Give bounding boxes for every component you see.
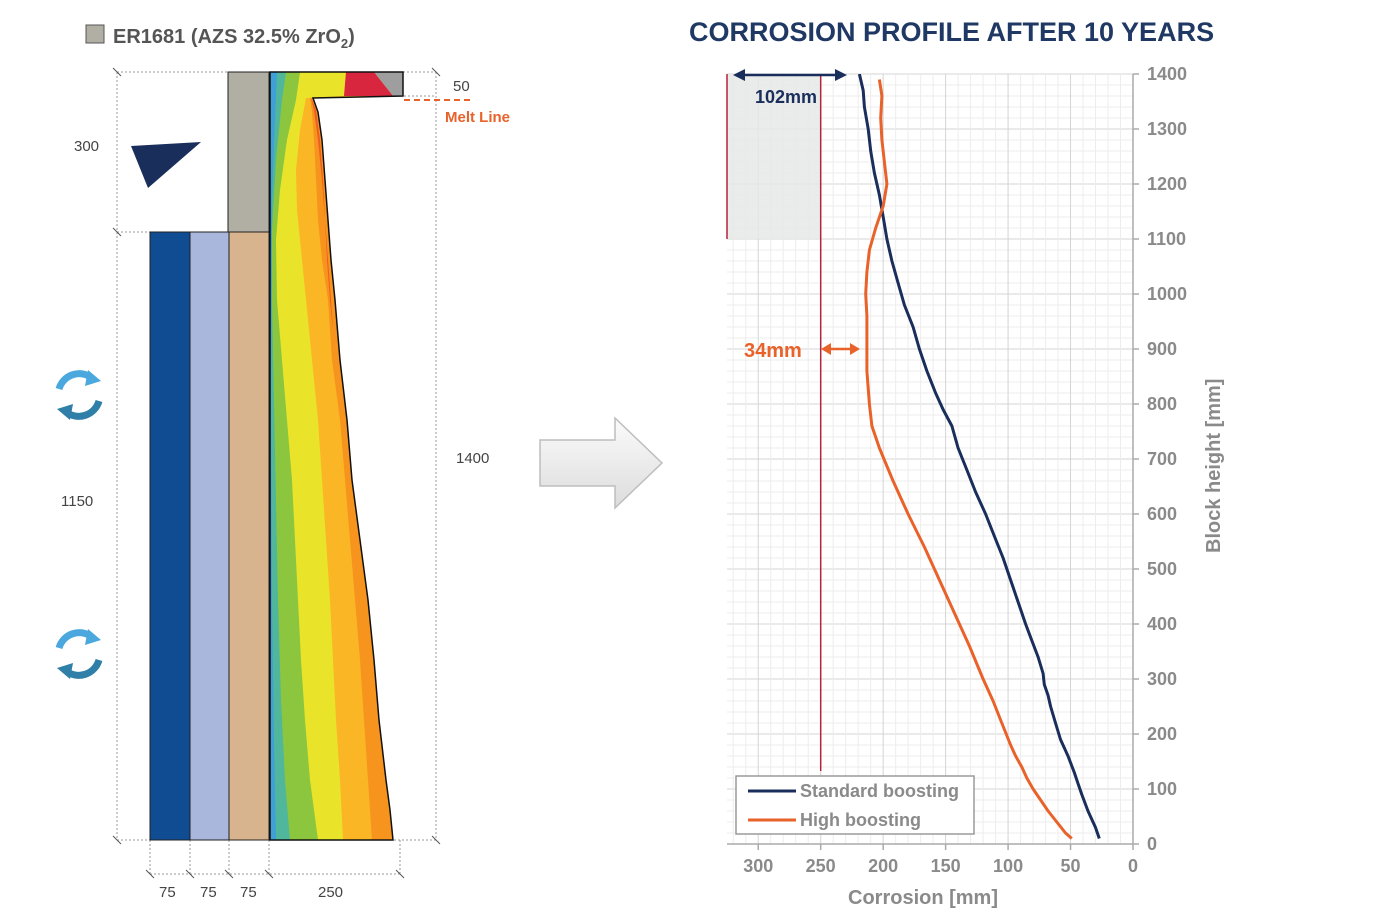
y-tick-label: 1400 (1147, 64, 1187, 84)
right-arrow-icon (539, 416, 664, 510)
legend-label: ER1681 (AZS 32.5% ZrO2) (113, 26, 355, 51)
legend-label-high-boosting: High boosting (800, 810, 921, 830)
y-tick-label: 600 (1147, 504, 1177, 524)
x-tick-label: 200 (868, 856, 898, 876)
y-tick-label: 900 (1147, 339, 1177, 359)
x-axis-title: Corrosion [mm] (848, 887, 998, 909)
x-tick-label: 150 (931, 856, 961, 876)
layer-2 (189, 231, 230, 841)
gap-bottom-label: 34mm (744, 340, 802, 362)
x-tick-label: 0 (1128, 856, 1138, 876)
chart-title: CORROSION PROFILE AFTER 10 YEARS (689, 17, 1214, 47)
y-tick-label: 1000 (1147, 284, 1187, 304)
layer-1 (149, 231, 191, 841)
x-tick-label: 300 (743, 856, 773, 876)
dim-50-label: 50 (453, 78, 470, 95)
series-line-standard-boosting (857, 74, 1101, 839)
y-tick-label: 1300 (1147, 119, 1187, 139)
melt-line-label: Melt Line (445, 109, 510, 126)
y-tick-label: 500 (1147, 559, 1177, 579)
y-axis-title: Block height [mm] (1203, 379, 1225, 553)
gap-top-annotation: 102mm (733, 69, 847, 107)
gap-bottom-annotation: 34mm (744, 340, 860, 362)
y-tick-label: 0 (1147, 834, 1157, 854)
y-tick-label: 300 (1147, 669, 1177, 689)
y-tick-label: 700 (1147, 449, 1177, 469)
contour-block (269, 71, 404, 841)
rotation-icon (55, 629, 103, 679)
y-tick-label: 800 (1147, 394, 1177, 414)
pointer-triangle-icon (131, 142, 201, 188)
width-label-3: 75 (240, 884, 257, 901)
refractory-diagram: ER1681 (AZS 32.5% ZrO2) (55, 24, 510, 901)
rotation-icon (55, 370, 103, 420)
top-block (227, 71, 270, 233)
y-tick-label: 400 (1147, 614, 1177, 634)
x-tick-label: 250 (806, 856, 836, 876)
dimension-ticks (112, 67, 441, 879)
dim-1400-label: 1400 (456, 450, 489, 467)
width-label-1: 75 (159, 884, 176, 901)
x-tick-label: 50 (1061, 856, 1081, 876)
legend-swatch (85, 24, 105, 44)
y-tick-label: 100 (1147, 779, 1177, 799)
dim-300-label: 300 (74, 138, 99, 155)
shaded-region (727, 74, 821, 239)
legend-label-standard-boosting: Standard boosting (800, 781, 959, 801)
width-label-2: 75 (200, 884, 217, 901)
series-line-high-boosting (864, 79, 1073, 840)
corrosion-chart: CORROSION PROFILE AFTER 10 YEARS 300 250 2… (689, 17, 1225, 909)
layer-3 (228, 231, 270, 841)
chart-ticks: 300 250 200 150 100 50 00100200300400500600700… (743, 64, 1187, 876)
width-label-4: 250 (318, 884, 343, 901)
y-tick-label: 200 (1147, 724, 1177, 744)
dim-1150-label: 1150 (61, 493, 93, 510)
legend-box (735, 775, 975, 835)
gap-top-label: 102mm (755, 87, 817, 107)
dimension-lines (116, 71, 437, 875)
y-tick-label: 1100 (1147, 229, 1186, 249)
x-tick-label: 100 (993, 856, 1023, 876)
chart-legend: Standard boosting High boosting (735, 775, 975, 835)
y-tick-label: 1200 (1147, 174, 1187, 194)
